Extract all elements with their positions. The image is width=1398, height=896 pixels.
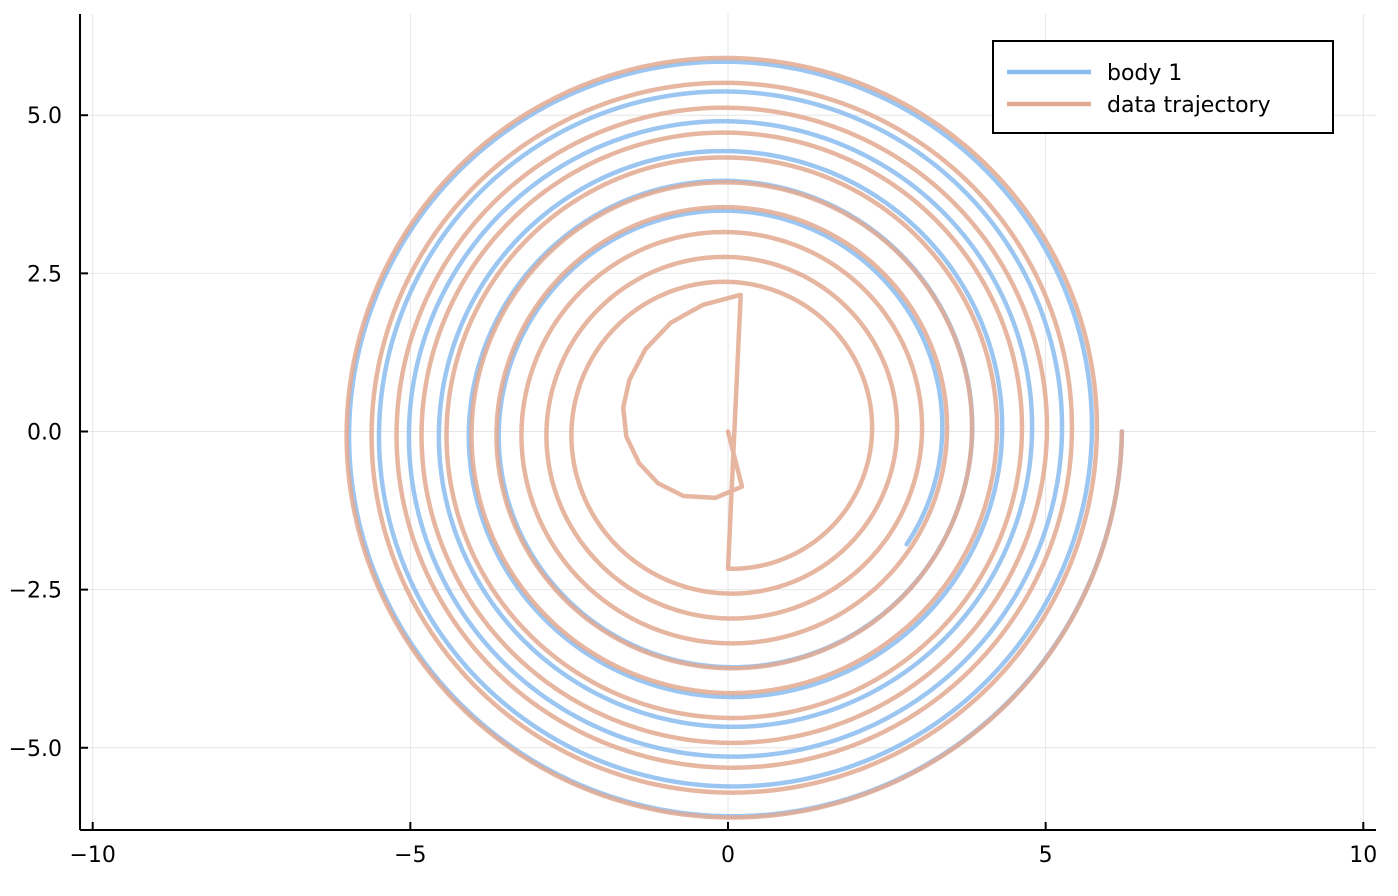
x-tick-label: −5 xyxy=(394,843,426,868)
y-tick-label: −2.5 xyxy=(9,579,62,604)
y-tick-label: 2.5 xyxy=(27,262,62,287)
axes: −10 −5 0 5 10 −5.0 −2.5 0.0 2.5 5.0 xyxy=(9,14,1377,868)
x-tick-label: 10 xyxy=(1349,843,1377,868)
x-tick-label: −10 xyxy=(69,843,115,868)
legend: body 1 data trajectory xyxy=(992,40,1334,134)
y-tick-label: 0.0 xyxy=(27,420,62,445)
x-tick-label: 0 xyxy=(721,843,735,868)
legend-label: body 1 xyxy=(1107,61,1182,86)
series-line-data-trajectory xyxy=(344,55,1125,820)
y-tick-label: −5.0 xyxy=(9,737,62,762)
legend-label: data trajectory xyxy=(1107,93,1271,118)
y-tick-label: 5.0 xyxy=(27,104,62,129)
legend-box xyxy=(992,40,1334,134)
series-layer xyxy=(344,55,1125,820)
x-tick-label: 5 xyxy=(1039,843,1053,868)
grid xyxy=(80,14,1376,830)
